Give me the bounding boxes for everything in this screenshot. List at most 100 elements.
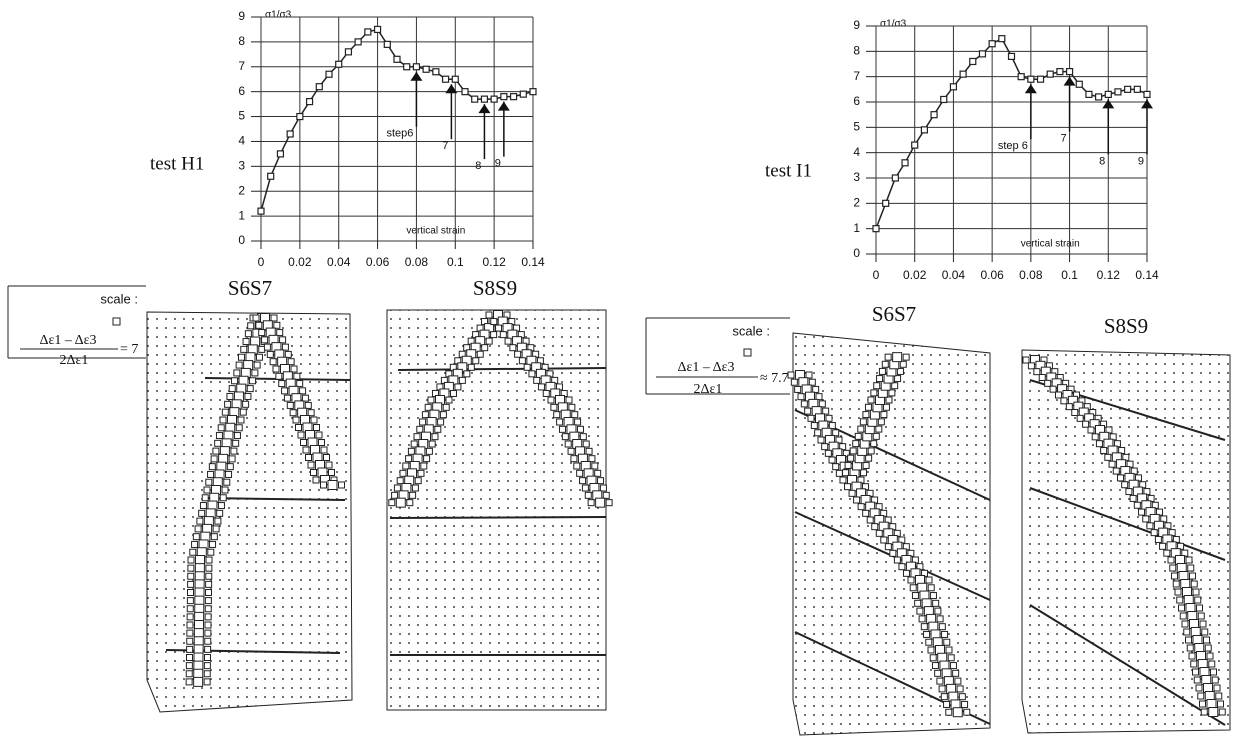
- x-tick-label: 0: [258, 255, 265, 269]
- strain-square: [204, 663, 210, 669]
- strain-square: [477, 351, 483, 357]
- x-axis-label: vertical strain: [1021, 239, 1080, 250]
- strain-square: [1050, 386, 1056, 392]
- strain-square: [491, 319, 497, 325]
- x-tick-label: 0.1: [1061, 268, 1078, 282]
- strain-square: [259, 346, 265, 352]
- strain-square: [205, 622, 211, 628]
- strain-square: [241, 346, 247, 352]
- panel-label: S8S9: [1104, 314, 1148, 338]
- strain-square: [410, 492, 416, 498]
- annotation-label: 9: [495, 158, 501, 170]
- strain-square: [806, 372, 812, 378]
- strain-square: [229, 386, 235, 392]
- strain-square: [1219, 709, 1225, 715]
- annotation-label: step 6: [998, 140, 1028, 152]
- strain-square: [1039, 375, 1045, 381]
- y-tick-label: 3: [238, 159, 245, 173]
- strain-square: [248, 323, 254, 329]
- strain-square: [903, 354, 909, 360]
- strain-square: [321, 447, 327, 453]
- data-point: [297, 114, 303, 120]
- annotation-label: 9: [1138, 155, 1144, 167]
- strain-square: [288, 359, 294, 365]
- strain-square: [595, 470, 601, 476]
- strain-square: [863, 462, 869, 468]
- strain-square: [231, 448, 237, 454]
- strain-square: [953, 670, 959, 676]
- strain-square: [1188, 565, 1194, 571]
- strain-square: [238, 354, 244, 360]
- data-point: [1009, 53, 1015, 59]
- strain-square: [482, 345, 488, 351]
- y-tick-label: 2: [238, 183, 245, 197]
- strain-square: [205, 606, 211, 612]
- specimen-outline: [1022, 350, 1230, 733]
- strain-square: [932, 663, 938, 669]
- strain-square: [415, 478, 421, 484]
- y-axis-label: σ1/σ3: [880, 19, 907, 30]
- strain-square: [306, 455, 312, 461]
- data-point: [481, 96, 487, 102]
- data-point: [258, 208, 264, 214]
- y-tick-label: 6: [853, 94, 860, 108]
- strain-square: [823, 408, 829, 414]
- panel-label: S8S9: [473, 276, 517, 300]
- strain-square: [866, 455, 872, 461]
- strain-square: [957, 686, 963, 692]
- panel-label: S6S7: [228, 276, 272, 300]
- strain-square: [1083, 421, 1089, 427]
- strain-square: [853, 441, 859, 447]
- strain-square: [298, 432, 304, 438]
- strain-square: [218, 503, 224, 509]
- strain-square: [871, 390, 877, 396]
- strain-square: [849, 490, 855, 496]
- strain-square: [294, 373, 300, 379]
- strain-square: [264, 344, 270, 350]
- strain-square: [855, 433, 861, 439]
- strain-square: [1177, 597, 1183, 603]
- strain-square: [324, 455, 330, 461]
- strain-square: [190, 549, 196, 555]
- strain-square: [942, 631, 948, 637]
- data-point: [336, 61, 342, 67]
- strain-square: [1195, 597, 1201, 603]
- strain-square: [1113, 468, 1119, 474]
- strain-square: [897, 368, 903, 374]
- strain-square: [568, 448, 574, 454]
- strain-square: [941, 694, 947, 700]
- strain-square: [403, 463, 409, 469]
- strain-square: [500, 332, 506, 338]
- strain-square: [204, 679, 210, 685]
- strain-square: [1182, 621, 1188, 627]
- strain-square: [205, 630, 211, 636]
- strain-square: [921, 624, 927, 630]
- strain-square: [187, 638, 193, 644]
- data-point: [404, 64, 410, 70]
- strain-square: [1201, 709, 1207, 715]
- strain-square: [245, 331, 251, 337]
- strain-square: [206, 573, 212, 579]
- strain-square: [565, 441, 571, 447]
- strain-square: [282, 388, 288, 394]
- x-tick-label: 0.04: [327, 255, 351, 269]
- strain-square: [903, 570, 909, 576]
- data-point: [1105, 91, 1111, 97]
- data-point: [873, 226, 879, 232]
- data-point: [345, 49, 351, 55]
- strain-square: [213, 448, 219, 454]
- strain-square: [328, 481, 337, 490]
- strain-square: [215, 440, 221, 446]
- strain-square: [813, 386, 819, 392]
- strain-square: [1061, 398, 1067, 404]
- numerator: Δε1 – Δε3: [40, 333, 97, 348]
- strain-square: [1134, 502, 1140, 508]
- strain-square: [582, 485, 588, 491]
- strain-square: [1101, 448, 1107, 454]
- strain-square: [899, 564, 905, 570]
- strain-square: [418, 470, 424, 476]
- strain-square: [795, 386, 801, 392]
- strain-square: [583, 441, 589, 447]
- strain-square: [1175, 589, 1181, 595]
- strain-square: [285, 351, 291, 357]
